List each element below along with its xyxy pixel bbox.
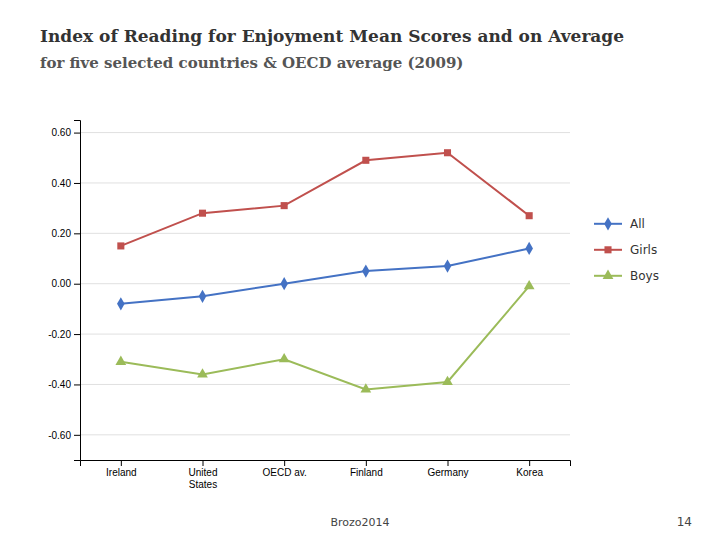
marker [444,149,451,156]
marker [526,212,533,219]
marker [199,210,206,217]
legend: All Girls Boys [594,217,659,283]
marker [281,202,288,209]
marker [115,356,126,365]
tick-mark [74,183,80,184]
tick-label-line: United [189,467,218,478]
tick-label-line: Germany [427,467,468,478]
legend-label: Girls [630,243,657,257]
legend-label: Boys [630,269,659,283]
tick-label: 0.40 [52,178,72,189]
tick-mark [74,133,80,134]
marker [362,157,369,164]
marker [444,259,452,272]
tick-label-line: Finland [350,467,383,478]
tick: Ireland [106,460,137,478]
legend-item: Boys [594,269,659,283]
tick-label: 0.00 [52,278,72,289]
tick: -0.60 [48,430,80,441]
grid-line [80,132,570,133]
tick-label: Finland [350,467,383,478]
tick-mark [74,384,80,385]
tick-label-line: States [189,479,217,490]
tick: 0.40 [52,178,80,189]
tick: 0.00 [52,278,80,289]
tick-label: UnitedStates [189,467,218,490]
tick-label: Germany [427,467,468,478]
tick: Finland [350,460,383,478]
tick: UnitedStates [189,460,218,490]
tick-label: Ireland [106,467,137,478]
line [121,286,529,389]
grid-line [80,384,570,385]
tick-mark [74,334,80,335]
legend-label: All [630,217,645,231]
tick: -0.20 [48,329,80,340]
marks [115,149,534,392]
chart: Index of Reading for Enjoyment Mean Scor… [0,0,720,540]
legend-marker [604,246,611,253]
title: Index of Reading for Enjoyment Mean Scor… [40,26,624,46]
marker [360,383,371,392]
legend-marker [604,217,612,230]
series [115,280,534,393]
legend-item: All [594,217,645,231]
marker [280,277,288,290]
tick: OECD av. [263,460,307,478]
legend-marker [603,270,614,279]
tick-label: OECD av. [263,467,307,478]
series [117,242,533,311]
tick: Germany [427,460,468,478]
y-axis: -0.60 -0.40 -0.20 0.00 0.20 0.40 0.60 [48,121,80,461]
tick: Korea [516,460,543,478]
tick-label: -0.40 [48,379,71,390]
marker [525,242,533,255]
tick-label: -0.60 [48,430,71,441]
grid [80,133,570,435]
grid-line [80,434,570,435]
tick: 0.20 [52,228,80,239]
tick-label-line: Ireland [106,467,137,478]
annotation: Brozo2014 [330,516,389,529]
line [121,248,529,303]
tick-mark [203,460,204,466]
tick-mark [366,460,367,466]
marker [524,280,535,289]
series [117,149,532,249]
marker [442,376,453,385]
marker [117,297,125,310]
tick: 0.60 [52,127,80,138]
marker [199,290,207,303]
marker [117,242,124,249]
tick-mark [74,233,80,234]
tick-mark [284,460,285,466]
plot: -0.60 -0.40 -0.20 0.00 0.20 0.40 0.60 Ireland Un… [48,121,659,490]
tick-mark [448,460,449,466]
tick-mark [74,284,80,285]
tick-label: 0.60 [52,127,72,138]
annotation: 14 [677,515,692,529]
marker [197,368,208,377]
legend-item: Girls [594,243,657,257]
tick-label: 0.20 [52,228,72,239]
tick: -0.40 [48,379,80,390]
axis-domain [74,121,81,461]
marker [362,265,370,278]
tick-label-line: OECD av. [263,467,307,478]
subtitle: for five selected countries & OECD avera… [40,54,463,72]
tick-mark [529,460,530,466]
x-axis: Ireland UnitedStates OECD av. Finland German… [81,460,571,490]
grid-line [80,283,570,284]
tick-label: Korea [516,467,543,478]
tick-mark [74,435,80,436]
line [121,153,529,246]
tick-label-line: Korea [516,467,543,478]
tick-label: -0.20 [48,329,71,340]
marker [279,353,290,362]
axis-domain [81,461,571,467]
tick-mark [121,460,122,466]
grid-line [80,334,570,335]
